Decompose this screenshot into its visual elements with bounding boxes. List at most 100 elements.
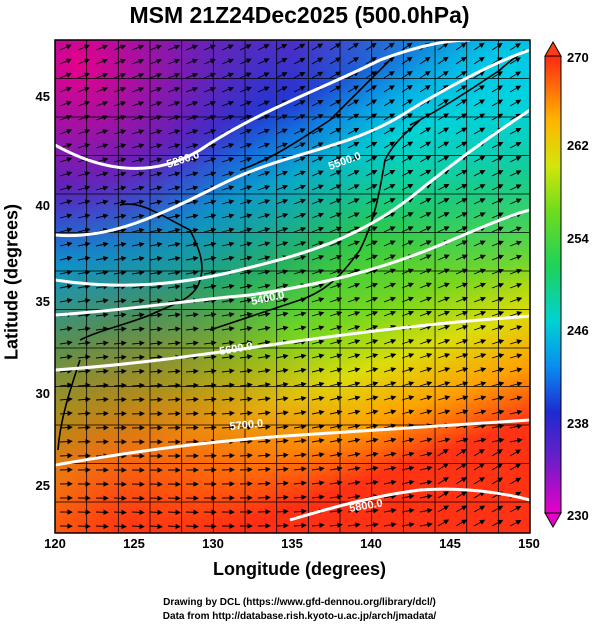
wind-arrow <box>311 438 325 444</box>
wind-arrow <box>167 171 181 177</box>
wind-arrow <box>455 42 467 51</box>
wind-arrow <box>509 268 523 275</box>
wind-arrow <box>491 423 505 429</box>
wind-arrow <box>113 157 127 163</box>
wind-arrow <box>293 212 307 219</box>
wind-arrow <box>293 170 306 177</box>
wind-arrow <box>419 409 433 415</box>
wind-arrow <box>293 381 307 388</box>
wind-arrow <box>221 143 235 149</box>
wind-arrow <box>419 56 431 65</box>
wind-arrow <box>491 71 503 79</box>
wind-arrow <box>383 409 397 415</box>
wind-arrow <box>347 212 360 219</box>
wind-arrow <box>257 311 271 318</box>
wind-arrow <box>77 312 91 318</box>
wind-arrow <box>329 325 343 331</box>
wind-arrow <box>419 493 433 500</box>
wind-arrow <box>149 256 163 262</box>
wind-arrow <box>473 85 485 93</box>
wind-arrow <box>419 282 432 289</box>
wind-arrow <box>239 424 253 431</box>
wind-arrow <box>311 494 325 500</box>
wind-arrow <box>221 410 235 417</box>
wind-arrow <box>509 381 523 387</box>
wind-arrow <box>95 312 109 318</box>
wind-arrow <box>293 367 307 374</box>
wind-arrow <box>509 505 522 513</box>
wind-arrow <box>455 226 468 233</box>
wind-arrow <box>455 254 468 261</box>
wind-arrow <box>419 268 432 275</box>
wind-arrow <box>491 254 504 261</box>
wind-arrow <box>221 185 235 191</box>
wind-arrow <box>401 240 414 247</box>
wind-arrow <box>509 71 522 79</box>
wind-arrow <box>77 283 91 290</box>
wind-arrow <box>239 340 253 346</box>
wind-arrow <box>293 255 307 261</box>
wind-arrow <box>185 312 199 318</box>
wind-arrow <box>401 268 414 275</box>
wind-arrow <box>311 57 324 65</box>
wind-arrow <box>167 255 181 262</box>
wind-arrow <box>293 508 307 515</box>
wind-arrow <box>59 297 73 304</box>
wind-arrow <box>509 254 523 261</box>
wind-arrow <box>455 353 469 359</box>
wind-arrow <box>401 212 414 219</box>
wind-arrow <box>113 396 127 403</box>
wind-arrow <box>275 367 289 374</box>
wind-arrow <box>383 212 396 219</box>
wind-arrow <box>509 477 522 485</box>
wind-arrow <box>455 56 467 65</box>
wind-arrow <box>59 227 73 233</box>
wind-arrow <box>347 85 360 93</box>
wind-arrow <box>95 354 109 360</box>
wind-arrow <box>383 254 396 261</box>
wind-arrow <box>167 101 181 107</box>
wind-arrow <box>59 157 73 163</box>
wind-arrow <box>437 491 449 499</box>
wind-arrow <box>455 240 468 247</box>
wind-arrow <box>113 86 127 93</box>
wind-arrow <box>185 199 199 205</box>
wind-arrow <box>293 241 307 247</box>
wind-arrow <box>347 480 361 486</box>
wind-arrow <box>383 310 397 317</box>
wind-arrow <box>347 339 361 345</box>
wind-arrow <box>239 44 252 51</box>
wind-arrow <box>131 326 145 332</box>
wind-arrow <box>311 409 325 416</box>
wind-arrow <box>167 241 181 248</box>
wind-arrow <box>347 311 361 317</box>
wind-arrow <box>275 86 288 93</box>
wind-arrow <box>347 57 359 65</box>
wind-arrow <box>293 100 306 107</box>
wind-arrow <box>239 368 253 374</box>
wind-arrow <box>221 382 235 388</box>
wind-arrow <box>437 448 449 457</box>
wind-arrow <box>113 171 127 177</box>
wind-arrow <box>221 58 234 65</box>
wind-arrow <box>347 381 361 387</box>
wind-arrow <box>95 298 109 304</box>
x-tick-label: 120 <box>44 536 66 551</box>
wind-arrow <box>293 142 306 149</box>
wind-arrow <box>401 184 414 191</box>
wind-arrow <box>257 199 271 205</box>
wind-arrow <box>77 298 91 304</box>
wind-arrow <box>113 213 127 219</box>
wind-arrow <box>221 396 235 402</box>
wind-arrow <box>473 212 486 219</box>
wind-arrow <box>203 241 217 247</box>
wind-arrow <box>437 519 450 527</box>
wind-arrow <box>293 128 306 135</box>
temperature-field: 5200.0 5400.0 5500.0 5600.0 5700.0 5800.… <box>55 40 530 533</box>
wind-arrow <box>383 522 397 528</box>
colorbar-tick-label: 238 <box>567 416 589 431</box>
wind-arrow <box>113 58 127 65</box>
x-tick-label: 150 <box>518 536 540 551</box>
wind-arrow <box>167 72 181 79</box>
wind-arrow <box>203 283 217 290</box>
